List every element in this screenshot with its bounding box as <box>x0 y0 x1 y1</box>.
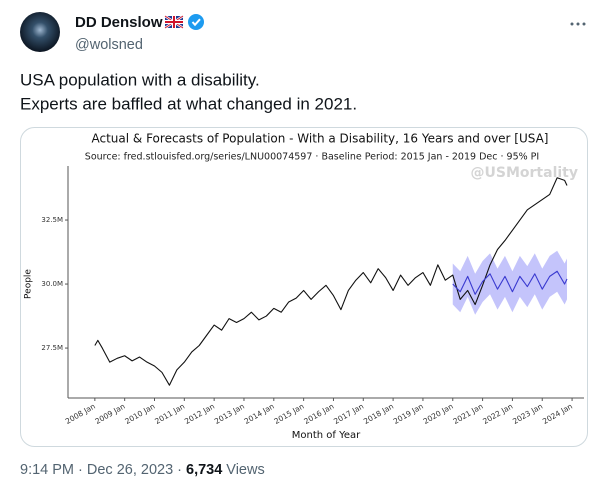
chart-subtitle: Source: fred.stlouisfed.org/series/LNU00… <box>85 152 539 163</box>
author-name[interactable]: DD Denslow <box>75 14 163 31</box>
x-axis-label: Month of Year <box>292 430 361 441</box>
y-axis-label: People <box>24 269 34 299</box>
prediction-interval <box>452 250 567 315</box>
timestamp[interactable]: 9:14 PM · Dec 26, 2023 · <box>20 462 182 478</box>
series-line <box>94 177 568 386</box>
tweet-text: USA population with a disability. <box>20 70 260 89</box>
chart-title: Actual & Forecasts of Population - With … <box>92 132 549 146</box>
view-count: 6,734 <box>186 462 222 478</box>
more-menu[interactable] <box>570 22 586 26</box>
flag <box>164 14 184 30</box>
y-tick-label: 32.5M <box>41 216 63 224</box>
y-tick-label: 30.0M <box>41 280 63 288</box>
avatar[interactable] <box>20 12 60 52</box>
verified-badge <box>188 14 204 30</box>
watermark: @USMortality <box>471 165 578 181</box>
y-tick-label: 27.5M <box>41 344 63 352</box>
media-frame[interactable] <box>20 127 588 447</box>
view-label: Views <box>226 462 264 478</box>
tweet-text: Experts are baffled at what changed in 2… <box>20 94 357 113</box>
author-handle[interactable]: @wolsned <box>75 37 143 53</box>
series-line <box>452 270 568 295</box>
plot <box>94 177 568 386</box>
